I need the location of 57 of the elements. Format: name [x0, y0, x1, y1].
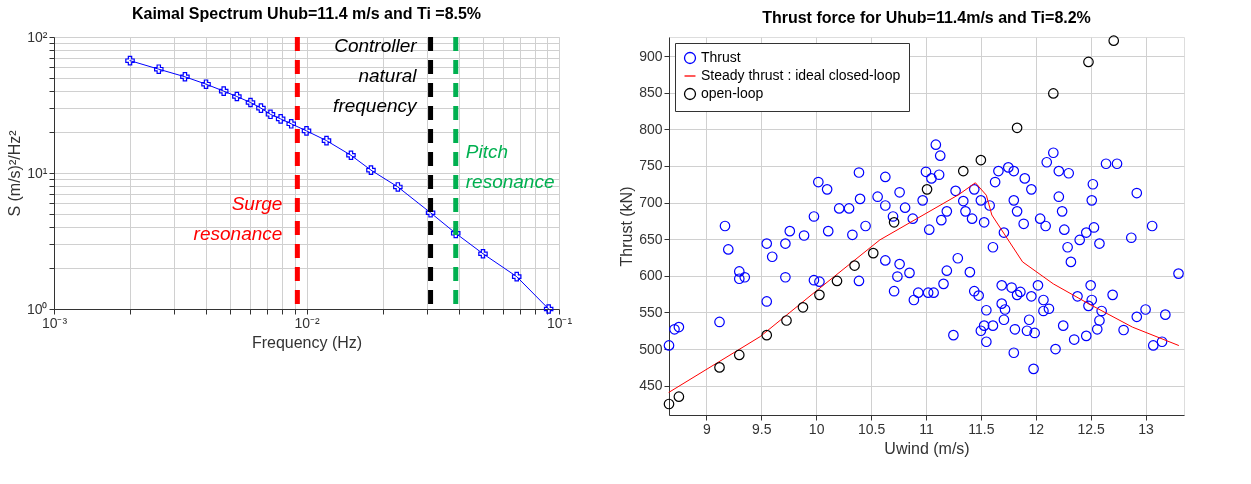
y-tick-label: 850 [639, 84, 663, 101]
x-tick-label: 10⁻¹ [546, 314, 573, 331]
point [888, 217, 900, 228]
point [831, 275, 843, 287]
chart-title: Kaimal Spectrum Uhub=11.4 m/s and Ti =8.5% [131, 5, 482, 22]
line-series [668, 182, 1180, 393]
y-tick-label: 10⁰ [26, 300, 48, 317]
point [663, 398, 675, 410]
y-tick-label: 800 [639, 120, 663, 137]
chart-title: Thrust force for Uhub=11.4m/s and Ti=8.2% [762, 8, 1091, 26]
point [975, 154, 987, 166]
legend-label: Steady thrust : ideal closed-loop [701, 67, 901, 83]
point [797, 301, 809, 313]
x-tick-label: 9 [702, 420, 711, 437]
point [1083, 56, 1094, 68]
point [1047, 88, 1059, 99]
x-tick-label: 10.5 [857, 420, 886, 437]
y-tick-label: 700 [639, 194, 663, 211]
ref-line-label: Pitch resonance [465, 141, 555, 192]
y-tick-label: 650 [639, 230, 663, 247]
x-tick-label: 10 [808, 420, 825, 437]
y-tick-label: 10¹ [27, 164, 48, 181]
y-axis-title: S (m/s)²/Hz² [5, 129, 23, 217]
point [814, 289, 825, 301]
x-tick-label: 9.5 [752, 420, 772, 437]
point [867, 247, 879, 259]
point [781, 315, 792, 326]
point [849, 260, 860, 271]
legend-label: Thrust [701, 49, 741, 65]
point [673, 391, 685, 403]
point [1011, 122, 1023, 134]
ref-line-label: Controller natural frequency [333, 35, 419, 116]
y-tick-label: 450 [639, 377, 663, 394]
legend-label: open-loop [701, 85, 764, 101]
x-tick-label: 12.5 [1077, 420, 1105, 437]
x-tick-label: 10⁻³ [41, 314, 68, 331]
point [714, 362, 725, 373]
y-tick-label: 600 [639, 267, 663, 284]
point [1108, 35, 1120, 46]
point [733, 349, 745, 361]
point [761, 329, 773, 341]
x-tick-label: 10⁻² [294, 314, 320, 331]
y-tick-label: 500 [639, 340, 663, 357]
y-axis-title: Thrust (kN) [618, 186, 636, 267]
x-tick-label: 12 [1028, 420, 1045, 437]
point [921, 184, 933, 195]
y-tick-label: 10² [27, 28, 48, 45]
y-tick-label: 900 [639, 47, 663, 64]
x-tick-label: 11.5 [968, 420, 995, 437]
x-tick-label: 11 [919, 420, 934, 437]
ref-line-label: Surge resonance [193, 193, 283, 244]
point [957, 165, 969, 177]
y-tick-label: 750 [639, 157, 663, 174]
x-axis-title: Frequency (Hz) [251, 333, 363, 351]
x-axis-title: Uwind (m/s) [884, 439, 970, 457]
y-tick-label: 550 [639, 303, 663, 320]
x-tick-label: 13 [1138, 420, 1155, 437]
